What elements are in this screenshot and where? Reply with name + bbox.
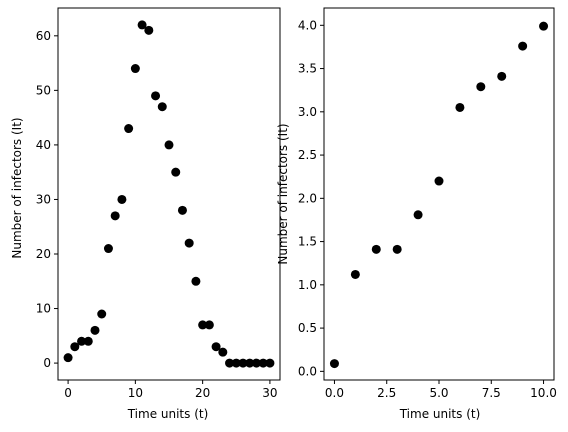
left-data-point <box>63 353 73 363</box>
left-y-axis-label: Number of infectors (It) <box>10 117 24 258</box>
left-data-point <box>231 358 241 368</box>
right-y-tick-label: 1.0 <box>298 278 317 292</box>
left-y-tick-label: 60 <box>36 29 51 43</box>
left-y-tick-label: 10 <box>36 302 51 316</box>
left-data-point <box>83 336 93 346</box>
right-x-axis-label: Time units (t) <box>399 407 481 421</box>
left-chart: Time units (t) Number of infectors (It) … <box>10 7 281 421</box>
right-y-tick-label: 4.0 <box>298 18 317 32</box>
left-y-tick-label: 0 <box>43 356 51 370</box>
right-x-tick-label: 2.5 <box>377 386 396 400</box>
left-data-point <box>177 205 187 215</box>
left-x-tick-label: 10 <box>128 386 143 400</box>
left-data-point <box>171 167 181 177</box>
left-y-tick-label: 30 <box>36 192 51 206</box>
right-data-point <box>392 244 402 254</box>
left-data-point <box>103 244 113 254</box>
right-y-axis-label: Number of infectors (It) <box>276 123 290 264</box>
left-data-point <box>164 140 174 150</box>
right-data-point <box>518 41 528 51</box>
left-data-point <box>225 358 235 368</box>
right-data-point <box>497 71 507 81</box>
left-axes-frame <box>57 7 281 381</box>
left-x-axis-label: Time units (t) <box>127 407 209 421</box>
left-data-point <box>258 358 268 368</box>
right-x-tick-label: 10.0 <box>530 386 557 400</box>
left-x-tick-label: 0 <box>64 386 72 400</box>
right-x-tick-label: 0.0 <box>325 386 344 400</box>
left-data-point <box>211 342 221 352</box>
left-data-point <box>204 320 214 330</box>
left-data-point <box>124 124 134 134</box>
left-data-point <box>198 320 208 330</box>
left-data-point <box>90 325 100 335</box>
left-data-point <box>218 347 228 357</box>
left-data-point <box>137 20 147 30</box>
right-y-tick-label: 1.5 <box>298 235 317 249</box>
left-data-point <box>238 358 248 368</box>
left-y-tick-label: 40 <box>36 138 51 152</box>
left-data-point <box>245 358 255 368</box>
right-y-tick-label: 3.5 <box>298 62 317 76</box>
right-data-point <box>455 102 465 112</box>
right-y-tick-label: 0.5 <box>298 321 317 335</box>
right-y-tick-label: 0.0 <box>298 364 317 378</box>
left-y-tick-label: 50 <box>36 83 51 97</box>
left-data-point <box>191 276 201 286</box>
left-data-point <box>117 194 127 204</box>
right-data-point <box>476 82 486 92</box>
right-data-point <box>413 210 423 220</box>
right-y-tick-label: 2.5 <box>298 148 317 162</box>
left-data-point <box>97 309 107 319</box>
left-data-point <box>184 238 194 248</box>
left-data-point <box>151 91 161 101</box>
left-data-point <box>77 336 87 346</box>
right-data-point <box>329 359 339 369</box>
left-x-tick-label: 30 <box>262 386 277 400</box>
left-data-point <box>130 64 140 74</box>
right-data-point <box>371 244 381 254</box>
left-data-point <box>251 358 261 368</box>
left-data-point <box>144 25 154 35</box>
right-data-point <box>539 21 549 31</box>
right-x-tick-label: 7.5 <box>482 386 501 400</box>
right-y-tick-label: 3.0 <box>298 105 317 119</box>
left-data-point <box>110 211 120 221</box>
right-chart: Time units (t) Number of infectors (It) … <box>276 7 557 421</box>
left-data-point <box>157 102 167 112</box>
right-x-tick-label: 5.0 <box>429 386 448 400</box>
left-data-point <box>70 342 80 352</box>
right-y-tick-label: 2.0 <box>298 191 317 205</box>
left-y-tick-label: 20 <box>36 247 51 261</box>
left-x-tick-label: 20 <box>195 386 210 400</box>
right-data-point <box>434 176 444 186</box>
left-data-point <box>265 358 275 368</box>
right-data-point <box>350 269 360 279</box>
